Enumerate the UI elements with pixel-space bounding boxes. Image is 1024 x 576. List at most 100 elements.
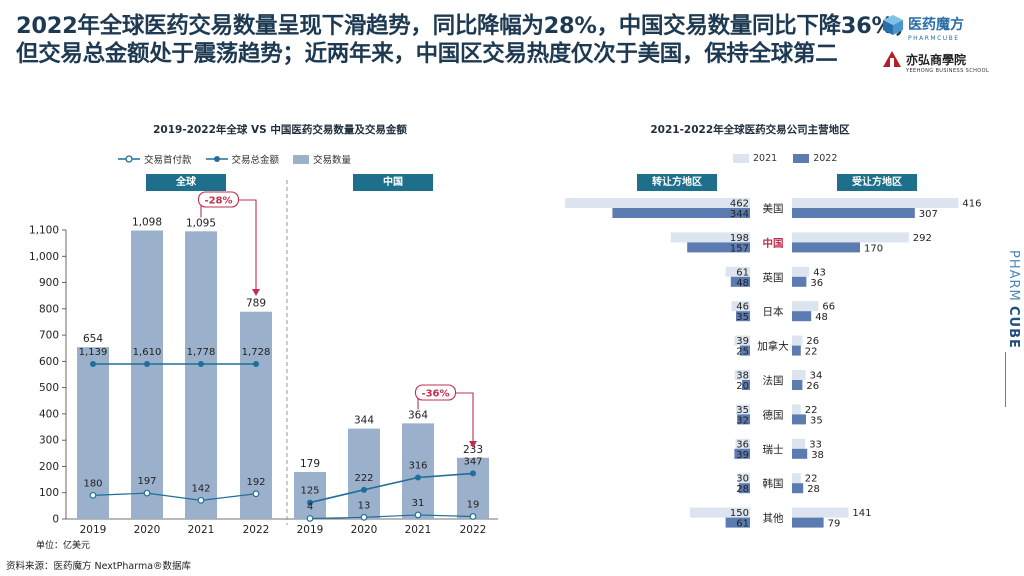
count-label: 364: [408, 409, 428, 421]
y-tick-label: 300: [39, 435, 59, 447]
y-tick-label: 400: [39, 408, 59, 420]
licensor-2022-bar: [742, 380, 750, 390]
licensee-2022-label: 22: [805, 347, 818, 358]
total-amount-label: 125: [300, 486, 319, 497]
licensor-2021-label: 38: [736, 371, 749, 382]
region-label: 瑞士: [763, 443, 784, 456]
licensor-2022-label: 28: [736, 484, 749, 495]
licensor-2021-bar: [734, 335, 750, 346]
legend-upfront: 交易首付款: [118, 152, 192, 166]
upfront-point: [252, 490, 260, 498]
count-label: 179: [300, 458, 320, 470]
y-tick-label: 100: [39, 487, 59, 499]
total-amount-label: 347: [463, 456, 482, 467]
licensee-2022-bar: [792, 414, 806, 425]
count-bar: [348, 428, 380, 519]
licensee-2022-label: 36: [810, 278, 823, 289]
licensee-2021-label: 33: [809, 439, 822, 450]
count-bar: [402, 423, 434, 519]
count-label: 1,095: [186, 217, 216, 229]
licensor-2022-bar: [687, 242, 750, 253]
licensor-2022-label: 344: [730, 209, 749, 220]
y-tick-label: 0: [52, 514, 59, 526]
school-name: 亦弘商學院: [906, 52, 967, 67]
side-brand-b: CUBE: [1006, 306, 1020, 349]
upfront-label: 192: [246, 477, 265, 488]
licensor-2021-bar: [735, 438, 750, 449]
licensee-2022-bar: [792, 208, 915, 218]
x-tick-label: 2020: [351, 524, 378, 536]
count-bar: [185, 231, 217, 519]
upfront-label: 19: [467, 500, 480, 511]
change-label: -36%: [421, 389, 449, 400]
licensee-2021-bar: [792, 266, 810, 277]
licensee-2021-label: 416: [962, 199, 981, 210]
licensor-2022-label: 48: [736, 278, 749, 289]
upfront-point: [197, 496, 205, 504]
total-amount-label: 222: [354, 473, 373, 484]
legend-2022-swatch: [793, 154, 810, 163]
region-label: 日本: [763, 305, 784, 318]
upfront-point: [414, 511, 422, 519]
upfront-label: 31: [412, 498, 425, 509]
licensee-2021-label: 22: [805, 474, 818, 485]
licensee-2021-bar: [792, 438, 806, 449]
legend-2021: 2021: [733, 153, 777, 164]
right-chart-title: 2021-2022年全球医药交易公司主营地区: [650, 124, 850, 136]
change-badge: [197, 191, 240, 208]
licensee-2021-bar: [792, 232, 909, 243]
legend-2021-swatch: [733, 154, 749, 163]
change-arrowhead: [469, 441, 477, 448]
licensee-2021-label: 34: [810, 371, 823, 382]
count-bar: [457, 457, 489, 519]
licensor-2022-label: 35: [736, 312, 749, 323]
count-bar: [240, 311, 272, 519]
pharmcube-logo-icon: [883, 15, 903, 35]
licensee-2021-bar: [792, 198, 959, 208]
legend-upfront-label: 交易首付款: [144, 155, 192, 166]
side-brand-text: PHARM CUBE: [1006, 250, 1020, 349]
licensor-2022-bar: [737, 414, 750, 425]
side-divider: [1005, 352, 1006, 407]
licensee-2022-label: 48: [815, 312, 828, 323]
licensor-2021-label: 46: [736, 302, 749, 313]
licensee-2022-bar: [792, 448, 808, 459]
licensor-2021-label: 39: [736, 336, 749, 347]
count-label: 344: [354, 415, 374, 427]
y-tick-label: 700: [39, 330, 59, 342]
upfront-label: 180: [83, 478, 102, 489]
y-tick-label: 600: [39, 356, 59, 368]
x-tick-label: 2022: [243, 524, 270, 536]
count-label: 789: [246, 298, 266, 310]
total-amount-point: [198, 360, 204, 367]
upfront-point: [469, 513, 477, 520]
licensor-2021-label: 61: [736, 267, 749, 278]
y-tick-label: 1,000: [29, 251, 59, 263]
total-amount-point: [90, 360, 96, 367]
y-tick-label: 1,100: [29, 225, 59, 237]
licensee-2022-label: 38: [811, 450, 824, 461]
upfront-label: 13: [358, 500, 371, 511]
licensor-2022-label: 25: [736, 347, 749, 358]
licensor-2022-bar: [734, 448, 750, 459]
x-tick-label: 2021: [188, 524, 215, 536]
left-chart-legend: 交易首付款 交易总金额 交易数量: [118, 152, 351, 166]
left-chart-title: 2019-2022年全球 VS 中国医药交易数量及交易金额: [153, 124, 407, 136]
count-label: 233: [463, 444, 483, 456]
licensor-2022-bar: [740, 345, 750, 356]
region-label: 法国: [763, 374, 784, 387]
licensee-2021-label: 43: [813, 267, 826, 278]
x-tick-label: 2019: [80, 524, 107, 536]
total-amount-label: 1,778: [187, 347, 216, 358]
count-bar: [131, 230, 163, 519]
licensee-2022-bar: [792, 311, 812, 322]
banner-licensor: 转让方地区: [637, 174, 717, 191]
brand-name: 医药魔方: [908, 16, 964, 33]
licensee-2022-label: 79: [828, 519, 841, 530]
legend-total-marker: [205, 156, 228, 162]
licensor-2022-label: 61: [736, 519, 749, 530]
brand-logos: 医药魔方 PHARMCUBE 亦弘商學院 YEEHONG BUSINESS SC…: [882, 14, 1002, 74]
licensee-2022-label: 28: [807, 484, 820, 495]
licensor-2021-label: 36: [736, 439, 749, 450]
